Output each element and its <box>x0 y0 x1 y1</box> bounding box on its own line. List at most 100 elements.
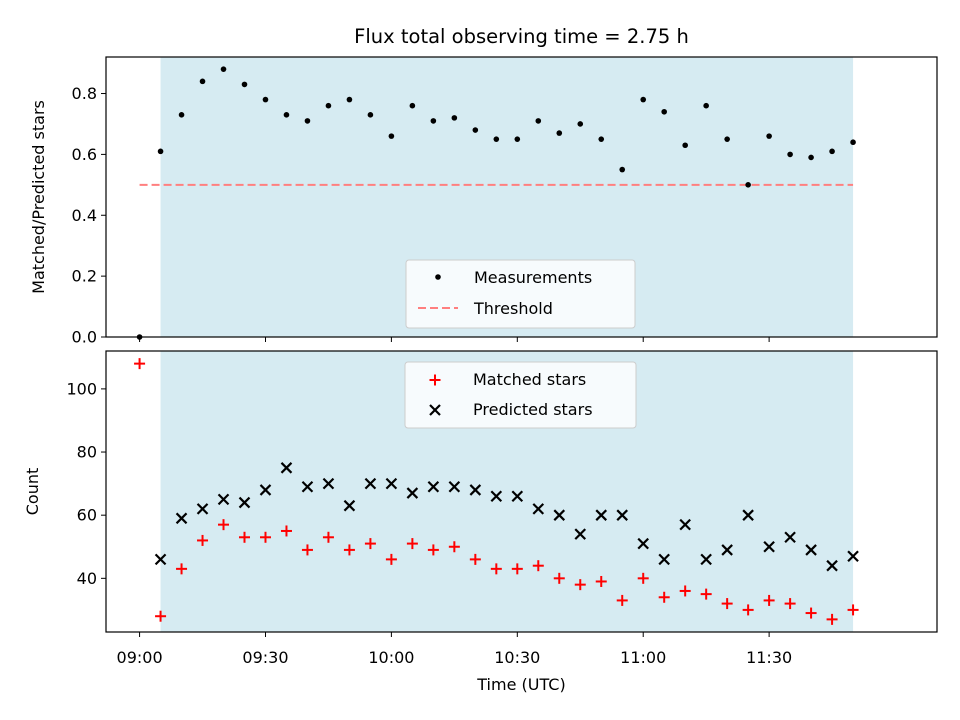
bottom-y-tick-label: 60 <box>77 506 97 525</box>
matched-point <box>134 358 146 370</box>
predicted-point-b <box>742 509 754 521</box>
top-y-axis-label: Matched/Predicted stars <box>29 100 48 294</box>
predicted-point-b <box>763 540 775 553</box>
matched-point <box>155 610 167 622</box>
x-tick-label: 11:00 <box>620 648 666 667</box>
predicted-point-b <box>343 499 356 512</box>
predicted-point <box>364 477 377 490</box>
measurement-point <box>325 102 332 109</box>
measurement-point <box>157 148 164 155</box>
measurement-point <box>766 133 772 139</box>
measurement-point <box>220 66 227 72</box>
predicted-point-b <box>658 553 670 566</box>
matched-point <box>176 563 188 575</box>
measurement-point <box>619 166 626 173</box>
predicted-point-b <box>427 480 440 493</box>
bottom-y-axis-label: Count <box>23 468 42 516</box>
predicted-point <box>301 480 314 493</box>
legend-label-threshold: Threshold <box>473 299 553 318</box>
matched-point <box>826 613 838 625</box>
predicted-point-b <box>406 487 419 499</box>
matched-point <box>511 563 523 575</box>
predicted-point <box>490 490 503 503</box>
predicted-point <box>658 553 670 566</box>
matched-point <box>469 553 481 565</box>
measurement-point <box>682 142 688 149</box>
predicted-point-b <box>700 553 712 566</box>
measurement-point <box>703 102 709 109</box>
matched-point <box>616 594 628 606</box>
predicted-point <box>196 503 209 515</box>
predicted-point <box>238 496 251 509</box>
predicted-point-b <box>595 509 608 521</box>
top-axes-frame <box>105 56 938 338</box>
matched-point <box>427 544 439 556</box>
top-y-ticks: 0.0 0.2 0.4 0.6 0.8 <box>72 84 106 347</box>
matched-point <box>805 607 817 619</box>
chart-title: Flux total observing time = 2.75 h <box>354 25 689 48</box>
measurement-point <box>577 121 584 127</box>
matched-point <box>218 519 230 531</box>
predicted-point-b <box>532 503 545 515</box>
predicted-point <box>532 503 545 515</box>
matched-point <box>700 588 712 600</box>
measurement-points <box>136 66 856 340</box>
matched-point <box>595 575 607 587</box>
predicted-point <box>595 509 608 521</box>
x-axis-label: Time (UTC) <box>476 675 565 694</box>
legend-label-measurements: Measurements <box>474 268 592 287</box>
measurement-point <box>409 102 416 109</box>
predicted-point-b <box>721 544 733 556</box>
predicted-point <box>469 484 482 496</box>
measurement-point <box>535 118 542 124</box>
predicted-point <box>280 462 293 474</box>
matched-point <box>721 598 733 610</box>
predicted-point <box>826 559 838 572</box>
predicted-point-b <box>511 490 524 503</box>
matched-point <box>490 563 502 575</box>
x-tick-label: 10:00 <box>368 648 414 667</box>
top-y-tick-label: 0.2 <box>72 267 97 286</box>
predicted-point-b <box>238 496 251 509</box>
bottom-axes-frame <box>105 350 938 633</box>
predicted-point <box>511 490 524 503</box>
matched-point <box>679 585 691 597</box>
matched-point <box>322 531 334 543</box>
predicted-point-b <box>175 512 188 525</box>
predicted-point <box>322 477 335 490</box>
bottom-x-ticks: 09:00 09:30 10:00 10:30 11:00 11:30 <box>117 632 792 667</box>
measurement-point <box>556 130 563 136</box>
legend-plus <box>429 374 441 386</box>
matched-point <box>301 544 313 556</box>
matched-point <box>448 541 460 553</box>
top-panel: 0.0 0.2 0.4 0.6 0.8 Flux total observing tim… <box>29 25 938 347</box>
measurement-point <box>514 136 521 142</box>
measurement-point <box>472 127 479 133</box>
legend-cross <box>429 404 441 416</box>
x-tick-label: 10:30 <box>494 648 540 667</box>
predicted-point-b <box>301 480 314 493</box>
measurement-point <box>346 96 353 103</box>
predicted-point-b <box>469 484 482 496</box>
bottom-panel: 40 60 80 100 09:00 09:30 10:00 10:30 11:00 11:30… <box>23 350 938 694</box>
measurement-point <box>745 182 751 188</box>
matched-point <box>637 572 649 584</box>
legend-marker-predicted <box>429 404 441 416</box>
predicted-point-b <box>805 544 817 556</box>
predicted-point <box>259 484 272 496</box>
measurement-point <box>640 96 647 103</box>
matched-point <box>553 572 565 584</box>
top-legend: Measurements Threshold <box>405 259 636 329</box>
predicted-point <box>784 531 796 544</box>
predicted-point-b <box>154 553 167 566</box>
top-y-tick-label: 0.6 <box>72 145 97 164</box>
legend-cross-b <box>429 404 441 416</box>
top-x-ticks <box>139 337 770 342</box>
predicted-point-b <box>847 550 859 563</box>
predicted-point-b <box>490 490 503 503</box>
predicted-point <box>448 480 461 493</box>
measurement-point <box>661 108 667 115</box>
measurement-point <box>829 148 835 155</box>
top-y-tick-label: 0.0 <box>72 328 97 347</box>
predicted-point-b <box>637 537 649 550</box>
